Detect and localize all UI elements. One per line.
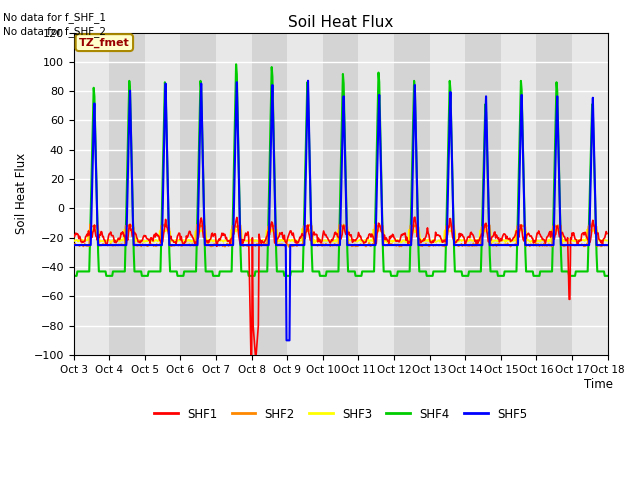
SHF1 [134,239,142,245]
Line: SHF2: SHF2 [74,224,607,247]
SHF1 [411,214,419,220]
SHF2 [79,243,87,249]
SHF2 [285,244,292,250]
SHF3 [421,238,429,243]
Bar [74,33,109,355]
SHF1 [422,234,430,240]
SHF4 [79,269,87,275]
SHF5 [603,242,611,248]
Bar [109,33,145,355]
SHF1 [247,352,255,358]
Legend: SHF1, SHF2, SHF3, SHF4, SHF5: SHF1, SHF2, SHF3, SHF4, SHF5 [150,403,532,425]
Text: No data for f_SHF_2: No data for f_SHF_2 [3,26,106,37]
SHF4 [232,61,240,67]
SHF2 [603,242,611,248]
Bar [145,33,180,355]
Bar [429,33,465,355]
Bar [465,33,501,355]
SHF5 [79,242,87,248]
SHF5 [134,242,142,248]
Text: TZ_fmet: TZ_fmet [79,37,130,48]
SHF4 [189,269,196,275]
Bar [394,33,429,355]
Bar [287,33,323,355]
SHF1 [603,231,611,237]
SHF2 [189,241,196,247]
X-axis label: Time: Time [584,378,613,391]
SHF3 [603,238,611,243]
SHF3 [189,239,196,245]
Y-axis label: Soil Heat Flux: Soil Heat Flux [15,153,28,234]
SHF2 [586,221,594,227]
SHF4 [134,269,142,275]
Line: SHF4: SHF4 [74,64,607,276]
SHF3 [70,237,77,242]
SHF4 [217,269,225,275]
Title: Soil Heat Flux: Soil Heat Flux [288,15,394,30]
SHF3 [406,228,413,234]
SHF2 [217,241,225,247]
Line: SHF3: SHF3 [74,228,607,243]
Text: No data for f_SHF_1: No data for f_SHF_1 [3,12,106,23]
SHF4 [70,273,77,279]
SHF3 [134,239,142,244]
SHF2 [421,242,429,248]
SHF1 [189,234,196,240]
SHF5 [304,78,312,84]
SHF3 [311,240,319,246]
SHF4 [421,269,429,275]
SHF3 [217,238,225,244]
SHF5 [189,242,196,248]
SHF5 [70,242,77,248]
Line: SHF1: SHF1 [74,217,607,355]
Bar [501,33,536,355]
SHF5 [283,337,291,343]
SHF1 [70,232,77,238]
SHF1 [406,240,413,245]
SHF3 [449,226,457,231]
Bar [323,33,358,355]
SHF1 [217,236,225,241]
Bar [216,33,252,355]
SHF4 [603,273,611,279]
SHF1 [79,240,87,245]
SHF5 [217,242,225,248]
SHF2 [134,242,142,248]
SHF3 [79,239,87,244]
SHF2 [406,242,413,248]
Bar [252,33,287,355]
Bar [536,33,572,355]
Bar [358,33,394,355]
SHF2 [70,242,77,248]
Bar [180,33,216,355]
Bar [572,33,608,355]
SHF5 [422,242,430,248]
Line: SHF5: SHF5 [74,81,607,340]
SHF4 [406,269,413,275]
SHF5 [406,242,414,248]
